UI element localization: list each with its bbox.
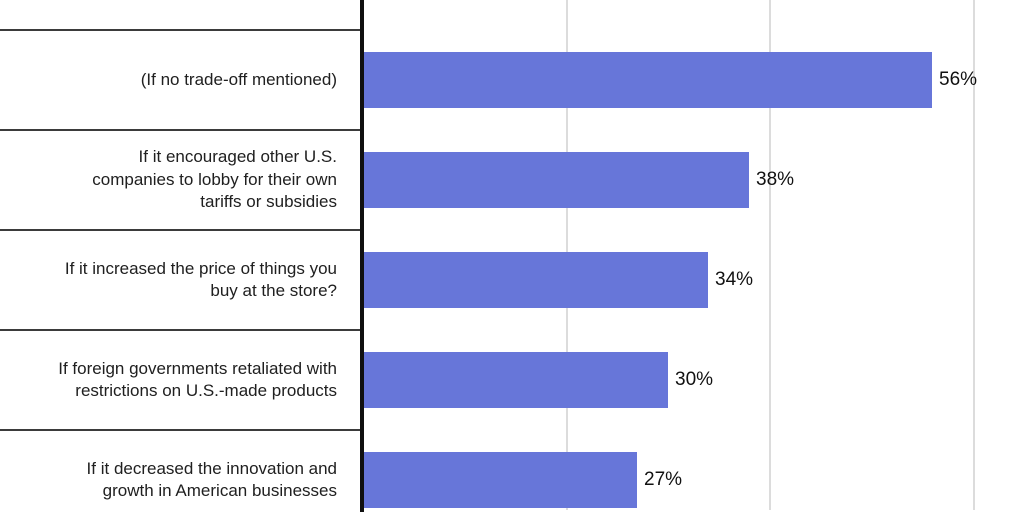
category-label: (If no trade-off mentioned) [140,69,337,89]
bar [364,352,668,408]
row-divider-line [0,429,360,431]
chart-row: If it encouraged other U.S. companies to… [0,129,1024,230]
row-divider-line [0,29,360,31]
bar [364,52,932,108]
chart-row: If it decreased the innovation and growt… [0,429,1024,512]
value-label: 30% [675,369,714,390]
chart-row: (If no trade-off mentioned) 56% [0,29,1024,130]
value-label: 38% [756,169,795,190]
value-label: 27% [644,469,683,490]
value-label: 34% [715,269,754,290]
category-label: If it encouraged other U.S. companies to… [92,147,337,212]
row-divider-line [0,229,360,231]
chart-row: If it increased the price of things you … [0,229,1024,330]
category-label: If it decreased the innovation and growt… [86,458,337,500]
bar [364,252,708,308]
gridline-40-percent [769,0,771,510]
value-label: 56% [939,69,978,90]
y-axis-line [360,0,364,512]
bar [364,452,637,508]
bar [364,152,749,208]
category-label: If foreign governments retaliated with r… [58,358,337,400]
category-label: If it increased the price of things you … [64,258,337,300]
gridline-60-percent [973,0,975,510]
row-divider-line [0,129,360,131]
chart-row: If foreign governments retaliated with r… [0,329,1024,430]
row-divider-line [0,329,360,331]
